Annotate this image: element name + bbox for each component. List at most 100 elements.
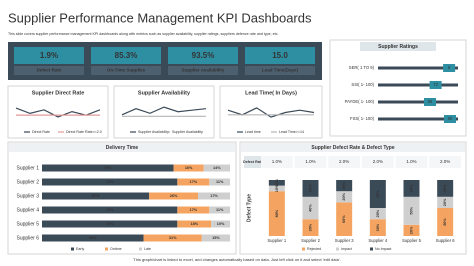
- rating-label: SSI( 1- 100): [351, 82, 374, 87]
- bar-segment: [42, 192, 150, 200]
- value-label: 50%: [376, 190, 380, 198]
- legend-label: Supplier Availability: [172, 130, 203, 134]
- value-label: 20%: [342, 192, 346, 200]
- value-label: 18%: [190, 222, 198, 226]
- row-cell: [395, 156, 428, 168]
- column-segment: [369, 219, 386, 236]
- bar-segment: [42, 234, 144, 242]
- column-segment: [369, 208, 386, 220]
- row-cell: [328, 156, 360, 168]
- value-label: 11%: [216, 208, 224, 212]
- kpi-value: 1.9%: [40, 51, 58, 60]
- row-value: 1.0%: [305, 159, 315, 164]
- legend-swatch: [105, 247, 108, 251]
- column-segment: [336, 191, 353, 203]
- page-title: Supplier Performance Management KPI Dash…: [8, 10, 312, 25]
- value-label: 16%: [185, 166, 193, 170]
- panel: [219, 85, 323, 139]
- column-segment: [336, 202, 353, 236]
- legend-label: Lead Time>=14: [279, 130, 304, 134]
- bar-segment: [149, 192, 199, 200]
- kpi-value: 93.5%: [192, 51, 215, 60]
- bar-segment: [209, 178, 230, 186]
- rating-value: 90: [448, 116, 453, 121]
- panel-title: Delivery Time: [106, 145, 139, 151]
- column-segment: [302, 219, 319, 236]
- bar-segment: [177, 220, 212, 228]
- kpi-label: Lead Time(Days): [262, 68, 298, 73]
- legend-swatch: [336, 247, 339, 251]
- legend-label: No Impact: [375, 247, 391, 251]
- line-series: [121, 106, 207, 116]
- x-tick-label: Supplier 1: [267, 238, 287, 243]
- row-cell: [429, 156, 461, 168]
- column-segment: [437, 180, 454, 197]
- value-label: 20%: [410, 226, 414, 234]
- category-label: Supplier 6: [16, 235, 39, 241]
- bar-segment: [173, 164, 204, 172]
- bar-segment: [203, 164, 230, 172]
- legend-swatch: [370, 247, 373, 251]
- x-tick-label: Supplier 5: [402, 238, 422, 243]
- value-label: 10%: [275, 184, 279, 192]
- column-segment: [268, 185, 285, 192]
- rating-value: 65: [428, 99, 433, 104]
- value-label: 57%: [92, 194, 100, 198]
- rating-label: FSS( 1- 100): [350, 116, 375, 121]
- rating-value: 8: [448, 65, 451, 70]
- column-segment: [336, 180, 353, 192]
- rating-track: [378, 66, 458, 70]
- row-cell: [261, 156, 293, 168]
- rating-label: PAYDE( 1- 100): [345, 99, 375, 104]
- value-label: 30%: [443, 184, 447, 192]
- value-label: 30%: [410, 184, 414, 192]
- value-label: 14%: [213, 166, 221, 170]
- value-label: 50%: [443, 218, 447, 226]
- rating-marker: [443, 64, 456, 72]
- value-label: 72%: [106, 222, 114, 226]
- row-header: Defect Rate: [243, 160, 263, 164]
- panel-header: [9, 143, 235, 152]
- bar-segment: [177, 178, 210, 186]
- panel-title: Supplier Ratings: [378, 44, 418, 50]
- value-label: 15%: [212, 236, 220, 240]
- bar-segment: [177, 206, 210, 214]
- bar-segment: [42, 206, 178, 214]
- bar-segment: [209, 206, 230, 214]
- value-label: 17%: [210, 194, 218, 198]
- row-value: 1.0%: [406, 159, 416, 164]
- page-subtitle: This slide covers supplier performance m…: [8, 32, 278, 36]
- value-label: 50%: [410, 206, 414, 214]
- row-header-cell: [244, 156, 262, 168]
- legend-label: Direct Rate: [32, 130, 50, 134]
- value-label: 11%: [216, 180, 224, 184]
- value-label: 30%: [309, 223, 313, 231]
- column-segment: [437, 196, 454, 208]
- bar-segment: [143, 234, 202, 242]
- category-label: Supplier 1: [16, 165, 39, 171]
- bar-segment: [42, 178, 178, 186]
- column-segment: [403, 224, 420, 236]
- kpi-caption-box: [91, 66, 161, 75]
- legend-label: Supplier Availability: [138, 130, 169, 134]
- value-label: 20%: [342, 181, 346, 189]
- bar-segment: [211, 220, 230, 228]
- rating-track: [378, 83, 458, 87]
- kpi-tile: [168, 47, 238, 64]
- value-label: 60%: [342, 215, 346, 223]
- column-segment: [403, 196, 420, 225]
- bar-segment: [42, 164, 174, 172]
- kpi-caption-box: [14, 66, 84, 75]
- kpi-label: Supplier Availability: [182, 68, 225, 73]
- kpi-value: 15.0: [272, 51, 288, 60]
- column-segment: [268, 180, 285, 186]
- rating-track: [378, 117, 458, 121]
- row-value: 2.0%: [339, 159, 349, 164]
- value-label: 30%: [309, 184, 313, 192]
- rating-track: [378, 100, 458, 104]
- column-segment: [302, 180, 319, 197]
- panel-title: Supplier Availability: [138, 90, 191, 96]
- row-value: 2.0%: [440, 159, 450, 164]
- legend-label: Ontime: [110, 247, 122, 251]
